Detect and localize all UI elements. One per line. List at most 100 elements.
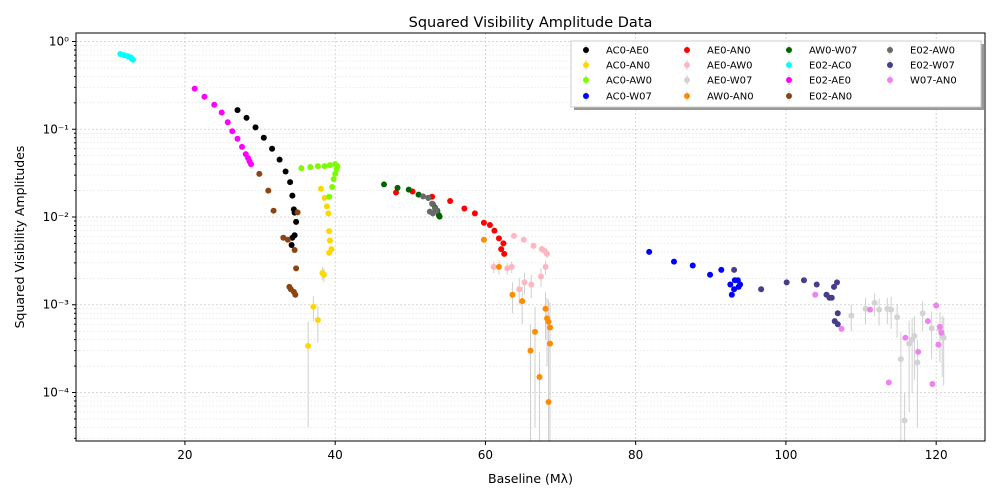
data-point bbox=[914, 359, 921, 366]
data-point bbox=[500, 240, 507, 247]
legend-item: E02-AW0 bbox=[887, 45, 955, 57]
series-ac0-an0 bbox=[305, 185, 335, 349]
y-tick-label: 10⁻¹ bbox=[43, 122, 70, 136]
series-e02-aw0 bbox=[420, 193, 440, 217]
data-point bbox=[940, 334, 947, 341]
data-point bbox=[307, 164, 314, 171]
data-point bbox=[909, 336, 916, 343]
data-point bbox=[282, 168, 289, 175]
legend-marker bbox=[786, 47, 792, 53]
data-point bbox=[333, 166, 340, 173]
data-point bbox=[270, 207, 277, 214]
data-point bbox=[332, 170, 339, 177]
legend-marker bbox=[684, 62, 690, 68]
data-point bbox=[689, 262, 696, 269]
data-point bbox=[326, 162, 333, 169]
data-point bbox=[528, 281, 535, 288]
data-point bbox=[888, 306, 895, 313]
data-point bbox=[735, 283, 742, 290]
legend-item: W07-AN0 bbox=[887, 75, 957, 87]
data-point bbox=[718, 266, 725, 273]
data-point bbox=[405, 186, 412, 193]
data-point bbox=[731, 286, 738, 293]
series-e02-w07 bbox=[731, 266, 841, 328]
data-point bbox=[490, 263, 497, 270]
data-point bbox=[520, 236, 527, 243]
data-point bbox=[924, 318, 931, 325]
data-point bbox=[547, 324, 554, 331]
data-point bbox=[532, 328, 539, 335]
legend-marker bbox=[684, 77, 690, 83]
data-point bbox=[915, 348, 922, 355]
data-point bbox=[834, 279, 841, 286]
data-point bbox=[284, 236, 291, 243]
data-point bbox=[330, 176, 337, 183]
legend-label: AC0-AN0 bbox=[606, 61, 650, 72]
data-point bbox=[260, 134, 267, 141]
legend-item: AE0-W07 bbox=[684, 75, 752, 87]
data-point bbox=[191, 85, 198, 92]
y-tick-label: 10⁻⁴ bbox=[43, 385, 70, 399]
legend-item: AW0-W07 bbox=[786, 45, 857, 57]
data-point bbox=[321, 163, 328, 170]
data-point bbox=[527, 347, 534, 354]
y-tick-label: 10⁰ bbox=[49, 35, 69, 49]
series-w07-an0 bbox=[812, 291, 945, 387]
data-point bbox=[547, 340, 554, 347]
data-point bbox=[415, 191, 422, 198]
data-point bbox=[480, 219, 487, 226]
series-e02-ac0 bbox=[117, 51, 137, 63]
data-point bbox=[276, 156, 283, 163]
data-point bbox=[294, 209, 301, 216]
legend-label: E02-AW0 bbox=[910, 46, 955, 57]
data-point bbox=[545, 398, 552, 405]
x-tick-label: 80 bbox=[628, 448, 643, 462]
data-point bbox=[321, 194, 328, 201]
data-point bbox=[288, 241, 295, 248]
data-point bbox=[329, 183, 336, 190]
data-point bbox=[128, 55, 135, 62]
data-point bbox=[269, 145, 276, 152]
data-point bbox=[521, 279, 528, 286]
data-point bbox=[936, 323, 943, 330]
data-point bbox=[320, 271, 327, 278]
data-point bbox=[516, 286, 523, 293]
data-point bbox=[848, 312, 855, 319]
legend-marker bbox=[786, 93, 792, 99]
legend-label: AE0-W07 bbox=[707, 76, 752, 87]
data-point bbox=[436, 213, 443, 220]
error-bars bbox=[307, 242, 945, 441]
legend-item: AC0-AE0 bbox=[583, 45, 649, 57]
data-point bbox=[834, 310, 841, 317]
data-point bbox=[381, 181, 388, 188]
data-point bbox=[897, 356, 904, 363]
legend-item: E02-W07 bbox=[887, 60, 955, 72]
x-axis-label: Baseline (Mλ) bbox=[488, 471, 573, 486]
data-point bbox=[508, 263, 515, 270]
data-point bbox=[519, 298, 526, 305]
data-point bbox=[510, 232, 517, 239]
data-point bbox=[670, 258, 677, 265]
data-point bbox=[201, 93, 208, 100]
legend-label: E02-AC0 bbox=[809, 61, 851, 72]
data-point bbox=[314, 317, 321, 324]
data-point bbox=[831, 283, 838, 290]
data-point bbox=[323, 203, 330, 210]
legend-marker bbox=[887, 47, 893, 53]
data-point bbox=[293, 218, 300, 225]
data-point bbox=[933, 302, 940, 309]
data-point bbox=[305, 342, 312, 349]
legend-marker bbox=[583, 47, 589, 53]
data-point bbox=[211, 101, 218, 108]
data-point bbox=[252, 124, 259, 131]
legend-item: E02-AC0 bbox=[786, 60, 851, 72]
data-point bbox=[480, 236, 487, 243]
data-point bbox=[727, 281, 734, 288]
data-point bbox=[239, 143, 246, 150]
legend: AC0-AE0 AC0-AN0 AC0-AW0 AC0-W07 AE0-AN0 AE0-A… bbox=[570, 40, 984, 110]
data-point bbox=[867, 306, 874, 313]
data-point bbox=[545, 318, 552, 325]
legend-marker bbox=[583, 77, 589, 83]
data-point bbox=[509, 291, 516, 298]
